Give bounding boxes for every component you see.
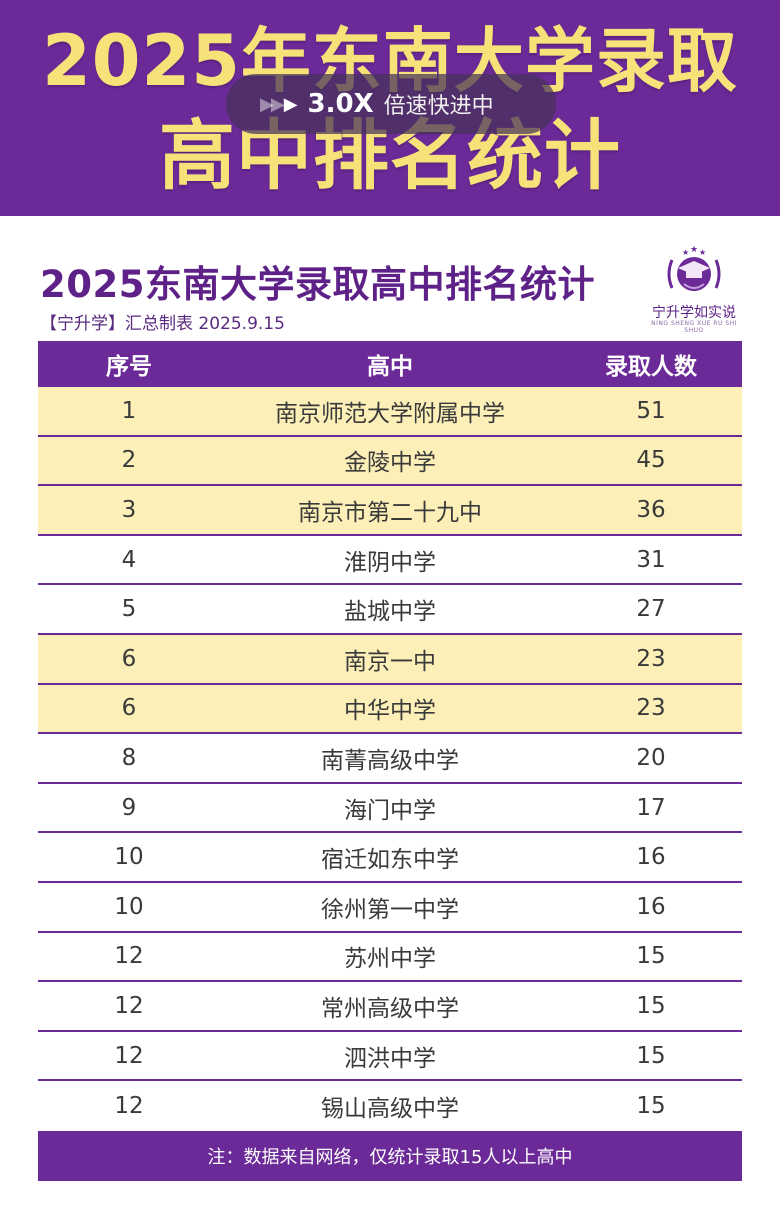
cell-rank: 12 [114,992,144,1019]
ranking-table: 序号 高中 录取人数 1 南京师范大学附属中学 51 2 金陵中学 45 3 南… [38,341,742,1131]
table-row: 6 南京一中 23 [38,634,742,685]
cell-school: 锡山高级中学 [321,1096,459,1123]
footnote: 注：数据来自网络，仅统计录取15人以上高中 [38,1131,742,1181]
logo-name: 宁升学如实说 [652,305,736,321]
table-row: 1 南京师范大学附属中学 51 [38,387,742,437]
cell-school: 苏州中学 [344,946,436,973]
svg-text:★: ★ [682,248,689,257]
cell-rank: 12 [114,943,144,970]
table-row: 9 海门中学 17 [38,784,742,834]
cell-school: 常州高级中学 [321,995,459,1022]
card-title: 2025东南大学录取高中排名统计 [40,263,595,306]
cell-count: 15 [636,1042,666,1069]
cell-rank: 12 [114,1042,144,1069]
table-row: 6 中华中学 23 [38,684,742,735]
table-row: 12 常州高级中学 15 [38,982,742,1032]
cell-rank: 6 [121,645,137,672]
cell-count: 17 [636,794,666,821]
cell-count: 15 [636,992,666,1019]
cell-rank: 1 [121,397,137,424]
table-row: 8 南菁高级中学 20 [38,734,742,784]
cell-rank: 12 [114,1093,144,1120]
cell-school: 南京市第二十九中 [298,499,482,526]
play-icon: ▶ [283,93,298,115]
fast-forward-icon: ▶▶ [260,93,285,115]
cell-count: 15 [636,1093,666,1120]
speed-value: 3.0X [307,89,374,119]
cell-count: 27 [636,596,666,623]
svg-text:★: ★ [690,245,698,255]
cell-school: 南菁高级中学 [321,747,459,774]
logo-subtext: NING SHENG XUE RU SHI SHUO [651,320,737,334]
cell-count: 15 [636,943,666,970]
cell-count: 16 [636,844,666,871]
table-row: 12 泗洪中学 15 [38,1032,742,1082]
cell-rank: 2 [121,447,137,474]
cell-rank: 3 [121,496,137,523]
cell-school: 盐城中学 [344,599,436,626]
cell-rank: 10 [114,893,144,920]
cell-count: 20 [636,744,666,771]
header-banner: 2025年东南大学录取 高中排名统计 [0,0,780,216]
cell-school: 金陵中学 [344,450,436,477]
table-row: 5 盐城中学 27 [38,585,742,635]
speed-label: 倍速快进中 [383,94,494,119]
header-rank: 序号 [106,354,152,380]
cell-school: 南京一中 [344,648,436,675]
cell-rank: 4 [121,546,137,573]
cell-school: 徐州第一中学 [321,896,459,923]
header-school: 高中 [367,354,413,380]
cell-count: 45 [636,447,666,474]
card-subtitle: 【宁升学】汇总制表 2025.9.15 [40,314,285,334]
cell-count: 23 [636,695,666,722]
cell-count: 51 [636,397,666,424]
cell-school: 淮阴中学 [344,549,436,576]
table-header: 序号 高中 录取人数 [38,341,742,387]
cell-school: 海门中学 [344,797,436,824]
cell-school: 南京师范大学附属中学 [275,400,505,427]
cell-count: 36 [636,496,666,523]
cell-rank: 10 [114,844,144,871]
table-row: 10 徐州第一中学 16 [38,883,742,933]
playback-speed-indicator[interactable]: ▶▶ ▶ 3.0X 倍速快进中 [226,74,556,134]
header-count: 录取人数 [605,354,697,380]
cell-rank: 9 [121,794,137,821]
cell-rank: 5 [121,596,137,623]
cell-rank: 6 [121,695,137,722]
table-row: 3 南京市第二十九中 36 [38,486,742,536]
cell-school: 中华中学 [344,698,436,725]
table-row: 2 金陵中学 45 [38,436,742,487]
cell-school: 宿迁如东中学 [321,847,459,874]
table-row: 10 宿迁如东中学 16 [38,833,742,883]
cell-school: 泗洪中学 [344,1045,436,1072]
table-row: 12 锡山高级中学 15 [38,1081,742,1131]
cell-count: 23 [636,645,666,672]
cell-count: 31 [636,546,666,573]
graduation-cap-icon: ★ ★ ★ [667,245,721,291]
brand-logo: ★ ★ ★ 宁升学如实说 NING SHENG XUE RU SHI SHUO [648,244,740,334]
table-row: 12 苏州中学 15 [38,933,742,983]
svg-text:★: ★ [699,248,706,257]
cell-count: 16 [636,893,666,920]
cell-rank: 8 [121,744,137,771]
table-row: 4 淮阴中学 31 [38,536,742,586]
